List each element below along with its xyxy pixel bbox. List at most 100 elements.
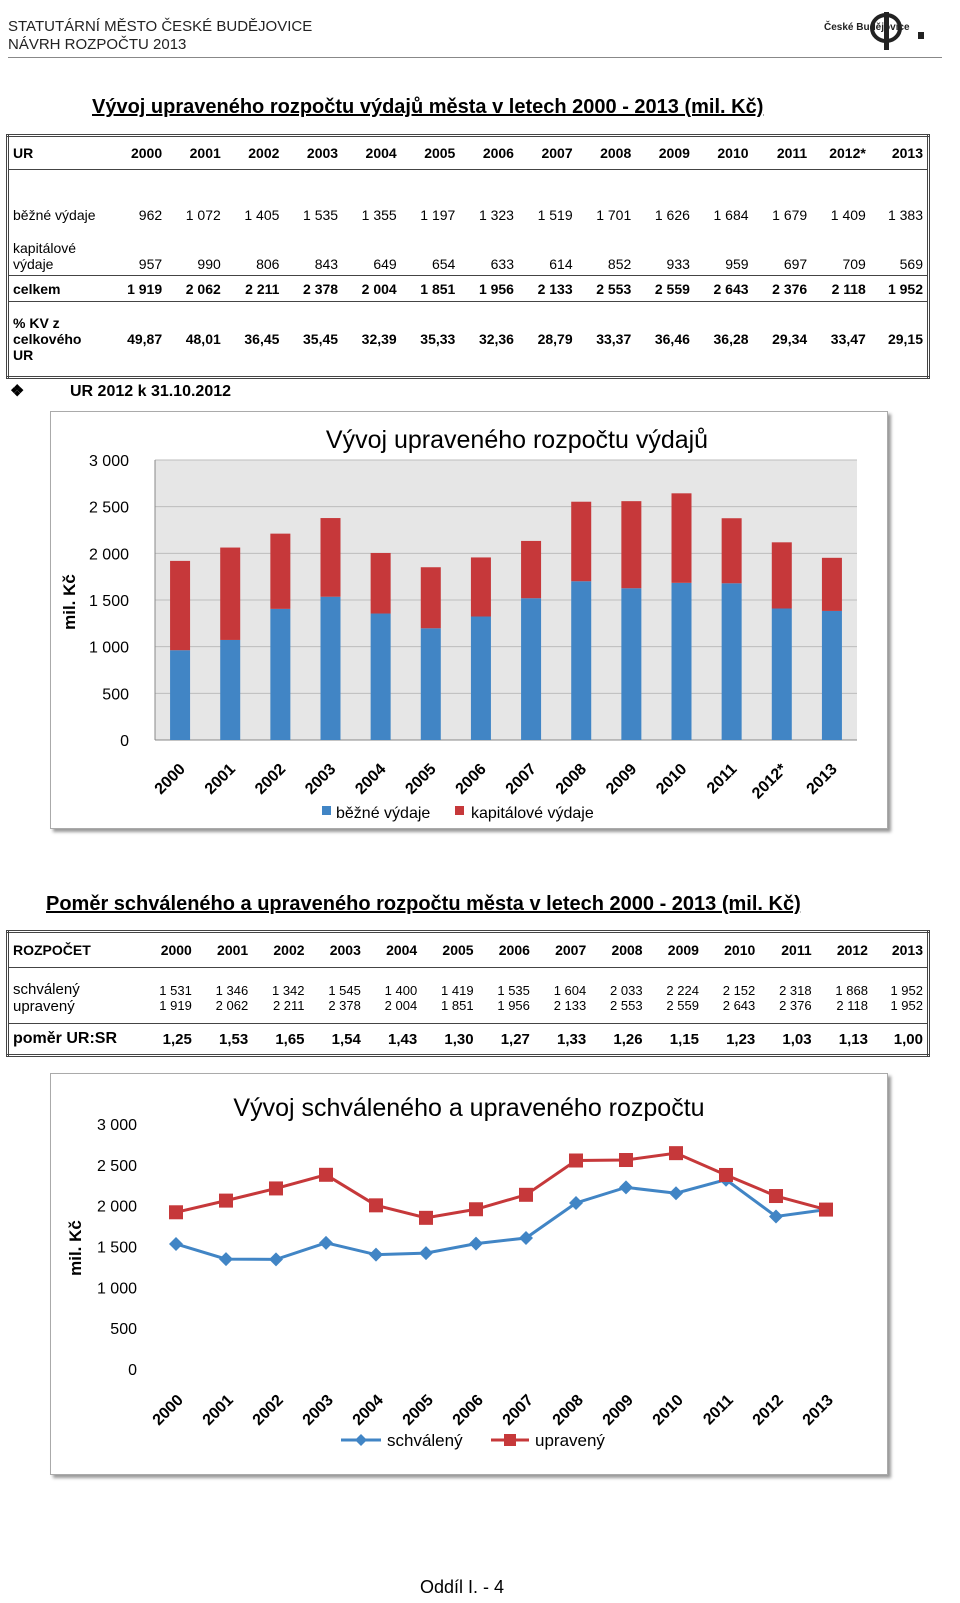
year-header-cell: 2002 <box>252 931 309 968</box>
table-cell: 843 <box>283 225 343 276</box>
row-label: schválený <box>13 980 80 998</box>
table-cell: 1 956 <box>477 997 534 1024</box>
table-cell: 1 851 <box>421 997 478 1024</box>
row-label: % KV z celkového UR <box>13 315 82 363</box>
table-row: kapitálové výdaje 957 990 806 843 649 654 633 61… <box>7 225 929 276</box>
bar-kapitalove-2006 <box>470 557 491 617</box>
bar-bezne-2009 <box>621 588 642 740</box>
table-cell: 2 378 <box>283 275 343 302</box>
table-row: % KV z celkového UR 49,87 48,01 36,45 35,45 3… <box>8 302 929 378</box>
table-cell: 614 <box>517 225 577 276</box>
point-schvaleny-2008 <box>569 1195 583 1210</box>
x-tick-label: 2000 <box>150 1392 187 1429</box>
table-cell: 1,53 <box>218 1030 249 1048</box>
x-tick-label: 2004 <box>350 1392 387 1429</box>
point-upraveny-2008 <box>569 1153 583 1168</box>
legend-swatch-kapitalove <box>455 806 464 815</box>
table-cell: 1 400 <box>384 982 418 998</box>
table-cell: 2 211 <box>224 275 284 302</box>
table-row: celkem 1 919 2 062 2 211 2 378 2 004 1 851 1 95… <box>7 275 929 302</box>
chart-legend: schválený upravený <box>341 1431 605 1450</box>
y-tick-label: 1 500 <box>97 1240 137 1257</box>
point-schvaleny-2012 <box>769 1209 783 1224</box>
table-cell: 1 531 <box>159 982 192 998</box>
table-cell: 1 545 <box>328 982 361 998</box>
x-tick-label: 2009 <box>600 1392 637 1429</box>
bar-bezne-2000 <box>170 650 191 740</box>
bar-bezne-2007 <box>521 598 542 740</box>
table-cell: 633 <box>459 225 518 276</box>
bar-kapitalove-2004 <box>370 552 391 614</box>
table-cell: 1 323 <box>478 206 514 223</box>
table-cell: 2 211 <box>252 997 309 1024</box>
point-upraveny-2005 <box>419 1210 433 1225</box>
year-header-cell: 2006 <box>477 931 534 968</box>
table-cell: 2 643 <box>702 997 760 1024</box>
table-cell: 2 118 <box>811 275 870 302</box>
table-cell: 29,15 <box>887 331 923 347</box>
table-cell: 2 033 <box>610 982 643 998</box>
x-tick-label: 2001 <box>202 761 239 798</box>
table-cell: 1 355 <box>361 206 397 223</box>
y-tick-label: 500 <box>102 686 129 703</box>
table-cell: 2 318 <box>779 982 812 998</box>
bar-kapitalove-2001 <box>220 547 241 640</box>
x-tick-label: 2012* <box>749 760 791 802</box>
diamond-bullet-icon: ❖ <box>10 383 25 400</box>
y-tick-label: 1 000 <box>89 640 129 657</box>
x-tick-label: 2003 <box>302 761 339 798</box>
x-tick-label: 2010 <box>650 1392 687 1429</box>
year-header-cell: 2005 <box>421 931 478 968</box>
row-label: běžné výdaje <box>13 206 96 223</box>
x-tick-label: 2004 <box>352 761 389 798</box>
x-tick-label: 2008 <box>550 1392 587 1429</box>
point-upraveny-2013 <box>819 1202 833 1217</box>
table-cell: 36,28 <box>713 331 749 347</box>
year-header-cell: 2013 <box>869 135 929 170</box>
stacked-bar-chart: Vývoj upraveného rozpočtu výdajů mil. Kč… <box>60 426 857 822</box>
x-tick-label: 2002 <box>252 761 289 798</box>
table-cell: 852 <box>576 225 636 276</box>
series-line-schvaleny <box>175 1178 827 1261</box>
table-cell: 1 346 <box>215 982 249 998</box>
table-cell: 959 <box>693 225 753 276</box>
x-tick-label: 2006 <box>453 761 490 798</box>
year-header-cell: 2000 <box>107 135 167 170</box>
point-schvaleny-2004 <box>369 1247 383 1262</box>
table-cell: 1,65 <box>275 1030 305 1048</box>
table-cell: 2 062 <box>166 275 225 302</box>
point-schvaleny-2000 <box>169 1236 183 1251</box>
section1-title: Vývoj upraveného rozpočtu výdajů města v… <box>92 96 764 118</box>
bar-bezne-2008 <box>571 581 592 740</box>
table-cell: 1 626 <box>654 206 690 223</box>
table-cell: 1,54 <box>331 1030 361 1048</box>
table-cell: 36,45 <box>244 331 280 347</box>
chart-legend: běžné výdaje kapitálové výdaje <box>322 805 594 822</box>
header-divider <box>8 57 942 58</box>
row-label: poměr UR:SR <box>13 1030 118 1047</box>
y-tick-label: 2 000 <box>97 1199 137 1216</box>
bar-kapitalove-2010 <box>671 493 692 583</box>
table-cell: 2 376 <box>759 997 816 1024</box>
bar-bezne-2006 <box>470 616 491 740</box>
table-cell: 49,87 <box>127 331 163 347</box>
year-header-cell: 2012* <box>811 135 870 170</box>
table-cell: 933 <box>635 225 694 276</box>
year-header-cell: 2010 <box>693 135 753 170</box>
table-cell: 1 519 <box>537 206 573 223</box>
schvaleny-upraveny-table: ROZPOČET 2000 2001 2002 2003 2004 2005 2006 200… <box>6 930 930 1057</box>
bar-bezne-2011 <box>721 583 742 740</box>
year-header-cell: 2012 <box>815 931 872 968</box>
table-cell: 709 <box>811 225 870 276</box>
year-header-cell: 2011 <box>752 135 812 170</box>
y-tick-label: 1 500 <box>89 593 129 610</box>
table-cell: 990 <box>166 225 225 276</box>
year-header-cell: 2004 <box>342 135 401 170</box>
legend-marker-schvaleny <box>355 1434 367 1446</box>
bar-kapitalove-2000 <box>170 560 191 651</box>
table-cell: 1 197 <box>420 206 456 223</box>
table-cell: 2 553 <box>590 997 647 1024</box>
year-header-cell: 2003 <box>308 931 365 968</box>
year-header-cell: 2002 <box>224 135 284 170</box>
table-cell: 33,37 <box>596 331 632 347</box>
